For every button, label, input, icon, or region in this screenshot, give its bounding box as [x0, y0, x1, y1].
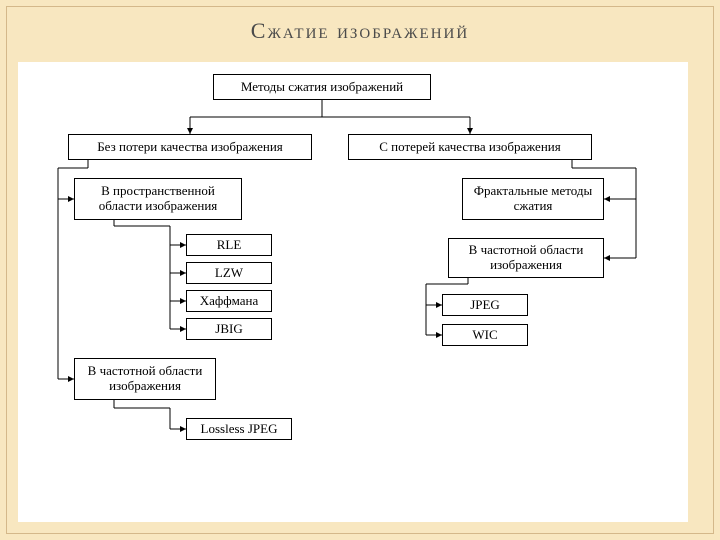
node-huffman: Хаффмана	[186, 290, 272, 312]
node-root: Методы сжатия изображений	[213, 74, 431, 100]
node-jbig: JBIG	[186, 318, 272, 340]
node-ljpeg: Lossless JPEG	[186, 418, 292, 440]
node-wic: WIC	[442, 324, 528, 346]
node-lossless: Без потери качества изображения	[68, 134, 312, 160]
node-rle: RLE	[186, 234, 272, 256]
node-jpeg: JPEG	[442, 294, 528, 316]
node-fractal: Фрактальные методы сжатия	[462, 178, 604, 220]
node-spatial: В пространственной области изображения	[74, 178, 242, 220]
node-freq_lossy: В частотной области изображения	[448, 238, 604, 278]
slide-title: Сжатие изображений	[0, 18, 720, 44]
node-lzw: LZW	[186, 262, 272, 284]
connector-layer	[18, 62, 688, 522]
node-freq_ll: В частотной области изображения	[74, 358, 216, 400]
node-lossy: С потерей качества изображения	[348, 134, 592, 160]
diagram-area: Методы сжатия изображений Без потери каче…	[18, 62, 688, 522]
